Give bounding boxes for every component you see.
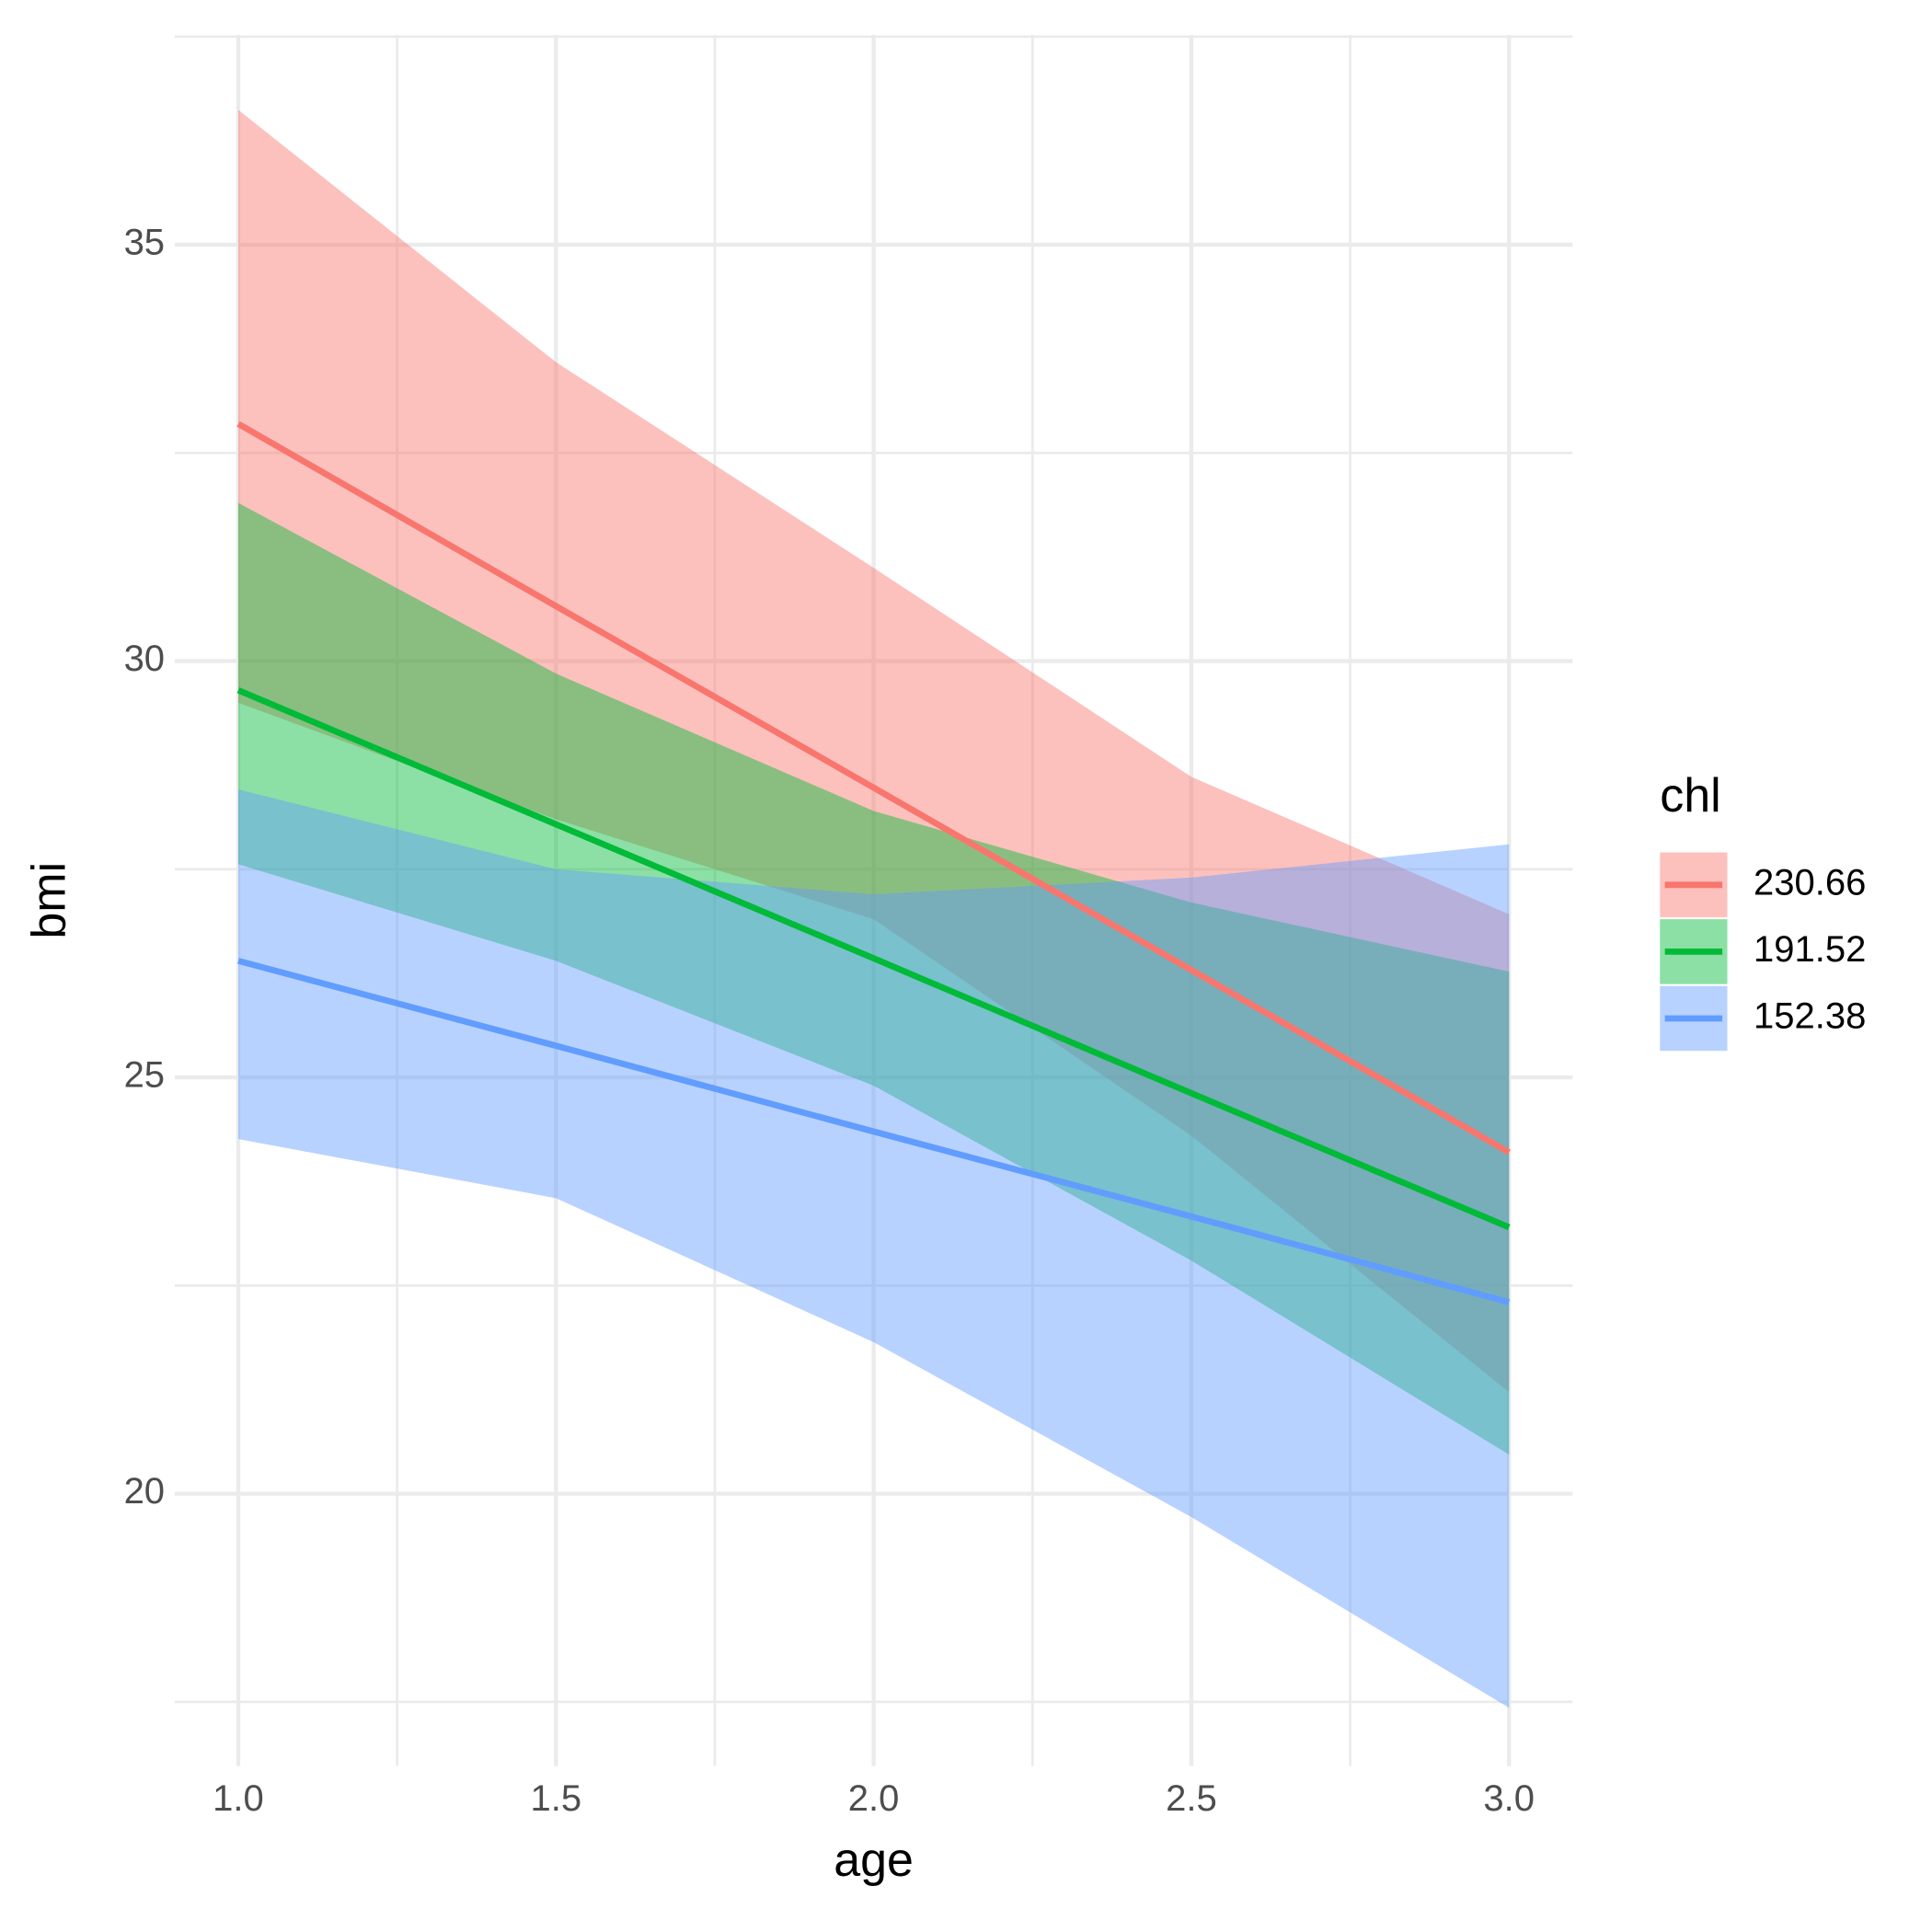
y-tick-label: 30 [124,638,166,679]
x-tick-label: 1.0 [213,1778,264,1819]
legend-title: chl [1660,769,1720,822]
x-tick-label: 2.0 [848,1778,900,1819]
y-tick-label: 35 [124,223,166,263]
series-line [237,958,1511,1305]
x-tick-label: 1.5 [530,1778,581,1819]
y-tick-label: 20 [124,1471,166,1512]
legend-label: 152.38 [1754,996,1866,1037]
series-line [236,687,1511,1231]
y-tick-label: 25 [124,1055,166,1096]
y-axis-title: bmi [23,862,76,939]
grid [174,34,1573,1766]
labels: 20 25 30 35 1.0 1.5 2.0 2.5 3.0 age bmi chl 230.66 19… [23,223,1867,1888]
confidence-band [237,788,1510,1708]
legend-label: 191.52 [1754,929,1866,970]
lines [236,420,1511,1305]
x-axis-title: age [834,1834,914,1887]
series-line [236,420,1511,1156]
x-tick-label: 2.5 [1166,1778,1217,1819]
confidence-band [237,109,1510,1393]
legend-label: 230.66 [1754,862,1866,903]
x-tick-label: 3.0 [1483,1778,1535,1819]
